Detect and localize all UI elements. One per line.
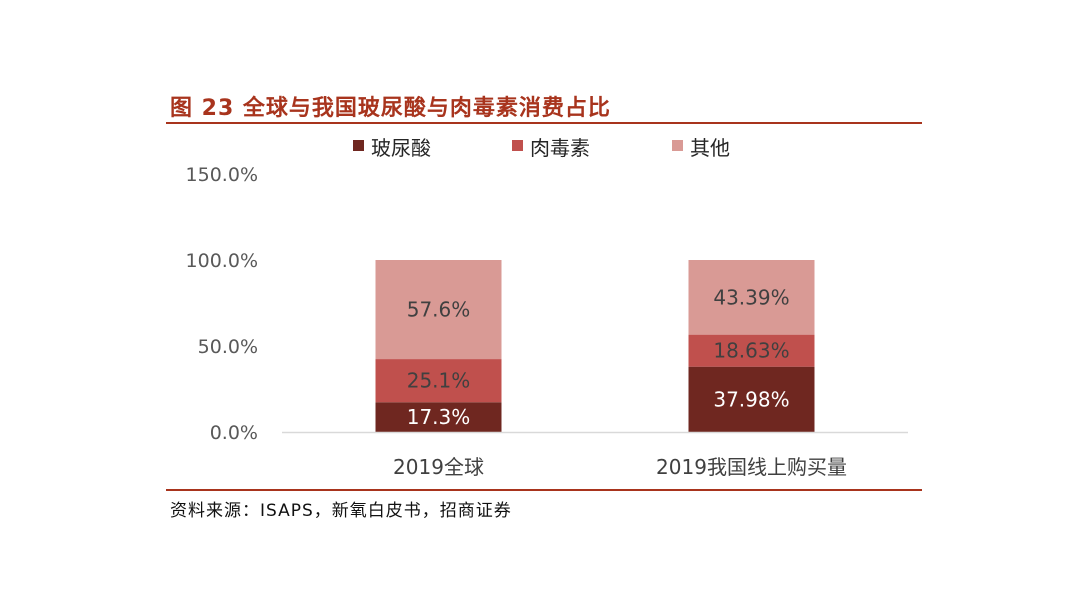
legend-label-2: 肉毒素 (530, 136, 590, 160)
figure-title: 图 23 全球与我国玻尿酸与肉毒素消费占比 (170, 96, 611, 121)
bar-segment-2-3 (688, 260, 815, 335)
source-rule (166, 489, 922, 491)
data-label-2-3: 43.39% (713, 285, 789, 309)
data-label-1-2: 25.1% (407, 369, 471, 393)
bar-segment-1-1 (375, 402, 502, 432)
chart-legend: 玻尿酸 肉毒素 其他 (353, 136, 730, 160)
bar-segment-1-2 (375, 359, 502, 403)
title-rule (166, 122, 922, 124)
bar-segment-2-1 (688, 366, 815, 432)
x-tick-label-2: 2019我国线上购买量 (656, 455, 847, 479)
y-tick-label: 50.0% (198, 336, 258, 358)
legend-swatch-3 (672, 140, 683, 151)
y-tick-label: 100.0% (186, 250, 258, 272)
y-tick-label: 150.0% (186, 164, 258, 186)
data-label-2-1: 37.98% (713, 387, 789, 411)
y-tick-label: 0.0% (210, 422, 258, 444)
data-label-1-1: 17.3% (407, 405, 471, 429)
legend-label-3: 其他 (690, 136, 730, 160)
data-label-1-3: 57.6% (407, 298, 471, 322)
x-tick-label-1: 2019全球 (393, 455, 484, 479)
y-axis: 0.0% 50.0% 100.0% 150.0% (186, 164, 258, 444)
bar-segment-2-2 (688, 334, 815, 367)
x-axis: 2019全球 2019我国线上购买量 (282, 431, 908, 479)
source-note: 资料来源：ISAPS，新氧白皮书，招商证券 (170, 501, 512, 521)
legend-swatch-2 (512, 140, 523, 151)
bar-segment-1-3 (375, 260, 502, 360)
data-label-2-2: 18.63% (713, 339, 789, 363)
legend-label-1: 玻尿酸 (371, 136, 431, 160)
legend-swatch-1 (353, 140, 364, 151)
bar-stacks: 17.3% 25.1% 57.6% 37.98% 18.63% 43.39% (375, 260, 815, 432)
